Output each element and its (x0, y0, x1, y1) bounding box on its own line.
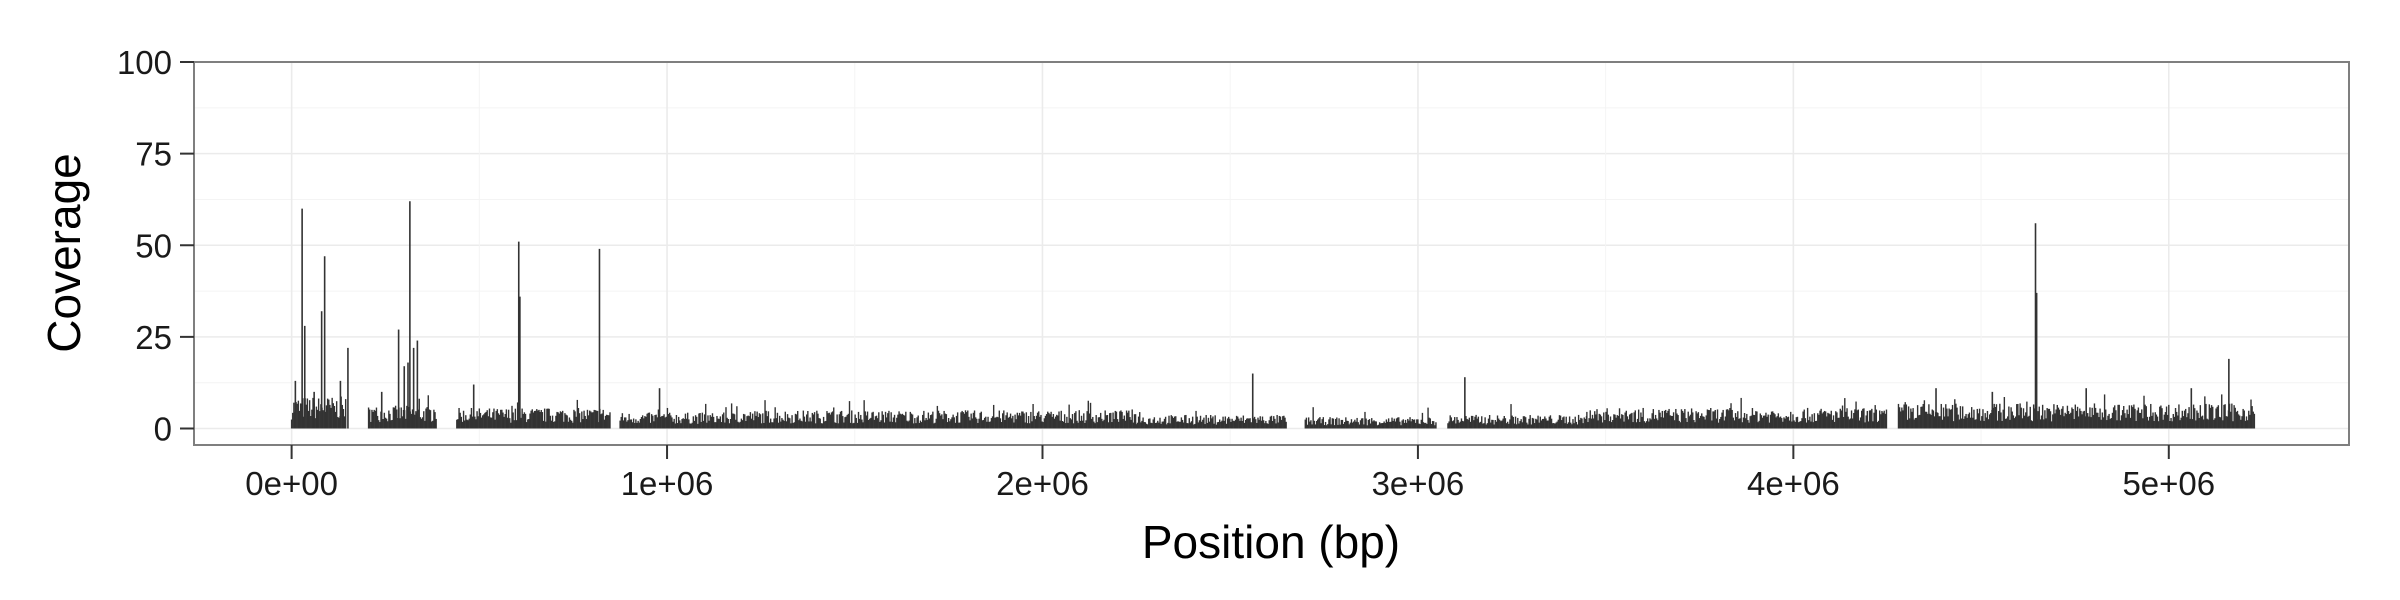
y-tick-label: 0 (154, 411, 172, 448)
y-tick-label: 50 (135, 227, 172, 264)
x-axis-title: Position (bp) (1142, 516, 1400, 568)
y-tick-label: 75 (135, 136, 172, 173)
x-tick-label: 4e+06 (1747, 465, 1840, 502)
x-tick-label: 0e+00 (245, 465, 338, 502)
plot-panel-border (193, 61, 2350, 446)
x-tick-label: 2e+06 (996, 465, 1089, 502)
y-axis-title: Coverage (38, 153, 90, 352)
grid-lines (194, 61, 2349, 445)
x-tick-label: 1e+06 (621, 465, 714, 502)
x-tick-label: 5e+06 (2122, 465, 2215, 502)
axis-ticks: 0 25 50 75 100 0e+00 1e+06 2e+06 3e+06 4e+06 5e+06 (117, 44, 2215, 502)
y-tick-label: 25 (135, 319, 172, 356)
y-tick-label: 100 (117, 44, 172, 81)
plot-panel-background (194, 62, 2349, 445)
x-tick-label: 3e+06 (1372, 465, 1465, 502)
coverage-bars (290, 201, 2256, 429)
